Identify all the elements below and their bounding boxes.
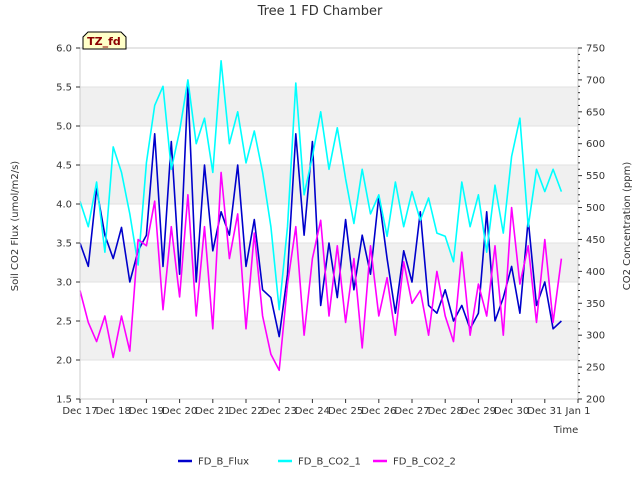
timezone-badge-label: TZ_fd bbox=[87, 35, 121, 48]
y-tick-label-0: 1.5 bbox=[56, 395, 72, 406]
x-tick-label-13: Dec 30 bbox=[494, 406, 529, 417]
legend-label-FD_B_Flux: FD_B_Flux bbox=[198, 457, 249, 468]
y-axis-label: Soil CO2 Flux (umol/m2/s) bbox=[10, 161, 21, 291]
plot-frame bbox=[79, 47, 579, 400]
y2-tick-label-11: 750 bbox=[586, 44, 605, 55]
timezone-badge: TZ_fd bbox=[82, 31, 127, 50]
y2-tick-label-0: 200 bbox=[586, 395, 605, 406]
y-tick-label-9: 6.0 bbox=[56, 44, 72, 55]
x-tick-label-11: Dec 28 bbox=[428, 406, 463, 417]
x-tick-label-9: Dec 26 bbox=[361, 406, 396, 417]
x-tick-label-7: Dec 24 bbox=[295, 406, 330, 417]
legend-label-FD_B_CO2_1: FD_B_CO2_1 bbox=[298, 457, 361, 468]
y-tick-label-5: 4.0 bbox=[56, 200, 72, 211]
series-layer bbox=[79, 59, 563, 372]
y-axis-ticks: 1.5 2.0 2.5 3.0 3.5 4.0 4.5 5.0 5.5 6.0 bbox=[56, 44, 80, 406]
y-tick-label-4: 3.5 bbox=[56, 239, 72, 250]
x-tick-label-15: Jan 1 bbox=[565, 406, 591, 417]
chart-title: Tree 1 FD Chamber bbox=[257, 4, 383, 19]
background-band-0 bbox=[80, 321, 578, 360]
legend-label-FD_B_CO2_2: FD_B_CO2_2 bbox=[393, 457, 456, 468]
x-tick-label-10: Dec 27 bbox=[394, 406, 429, 417]
series-line-FD_B_CO2_1 bbox=[79, 59, 563, 311]
y2-tick-label-3: 350 bbox=[586, 299, 605, 310]
series-line-FD_B_CO2_2 bbox=[79, 171, 563, 372]
y2-tick-label-5: 450 bbox=[586, 235, 605, 246]
y-tick-label-2: 2.5 bbox=[56, 317, 72, 328]
y-tick-label-1: 2.0 bbox=[56, 356, 72, 367]
y2-tick-label-7: 550 bbox=[586, 171, 605, 182]
y-tick-label-3: 3.0 bbox=[56, 278, 72, 289]
y2-tick-label-10: 700 bbox=[586, 75, 605, 86]
y2-tick-label-6: 500 bbox=[586, 203, 605, 214]
x-tick-label-8: Dec 25 bbox=[328, 406, 363, 417]
background-band-2 bbox=[80, 165, 578, 204]
x-tick-label-12: Dec 29 bbox=[461, 406, 496, 417]
y2-tick-label-2: 300 bbox=[586, 331, 605, 342]
y2-axis-label: CO2 Concentration (ppm) bbox=[622, 162, 633, 291]
x-tick-label-1: Dec 18 bbox=[96, 406, 131, 417]
y2-axis-ticks: 200 250 300 350 400 450 500 550 600 650 700 750 bbox=[578, 44, 605, 406]
y2-tick-label-8: 600 bbox=[586, 139, 605, 150]
y-tick-label-8: 5.5 bbox=[56, 83, 72, 94]
x-tick-label-5: Dec 22 bbox=[228, 406, 263, 417]
background-bands bbox=[80, 87, 578, 360]
x-tick-label-0: Dec 17 bbox=[62, 406, 97, 417]
x-tick-label-3: Dec 20 bbox=[162, 406, 197, 417]
x-tick-label-6: Dec 23 bbox=[262, 406, 297, 417]
y2-tick-label-9: 650 bbox=[586, 107, 605, 118]
x-tick-label-4: Dec 21 bbox=[195, 406, 230, 417]
x-tick-label-14: Dec 31 bbox=[527, 406, 562, 417]
y-tick-label-6: 4.5 bbox=[56, 161, 72, 172]
series-line-FD_B_Flux bbox=[79, 86, 562, 338]
x-axis-label: Time bbox=[553, 425, 578, 436]
x-tick-label-2: Dec 19 bbox=[129, 406, 164, 417]
y2-tick-label-1: 250 bbox=[586, 363, 605, 374]
legend: FD_B_Flux FD_B_CO2_1 FD_B_CO2_2 bbox=[178, 457, 456, 468]
y2-tick-label-4: 400 bbox=[586, 267, 605, 278]
timezone-badge-box bbox=[82, 31, 127, 50]
y-tick-label-7: 5.0 bbox=[56, 122, 72, 133]
